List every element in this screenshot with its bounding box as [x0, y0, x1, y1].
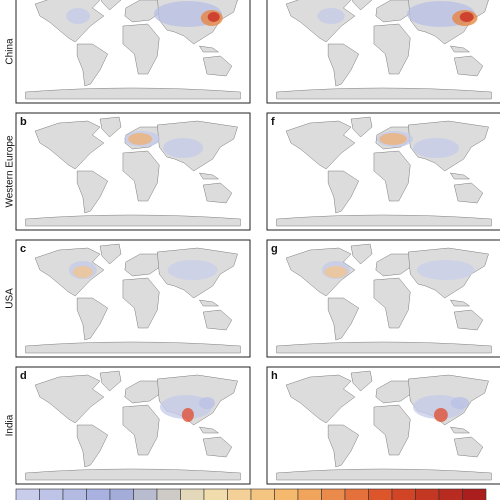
- panel-letter: c: [20, 243, 26, 255]
- panel-border: [266, 0, 500, 104]
- panel-border: [266, 239, 500, 358]
- panel-letter: b: [20, 116, 27, 128]
- panel-letter: d: [20, 370, 27, 382]
- map-panel: g: [266, 239, 500, 358]
- map-panel: f: [266, 112, 500, 231]
- panel-letter: f: [271, 116, 275, 128]
- row-label: India: [5, 414, 16, 436]
- panel-border: [266, 366, 500, 485]
- panel-border: [15, 239, 251, 358]
- map-panel: [15, 0, 251, 104]
- panel-border: [15, 366, 251, 485]
- row-label: USA: [5, 288, 16, 309]
- map-panel: [266, 0, 500, 104]
- map-panel: b: [15, 112, 251, 231]
- row-label: China: [5, 38, 16, 65]
- colorbar: [15, 488, 487, 500]
- map-panel: h: [266, 366, 500, 485]
- panel-letter: h: [271, 370, 278, 382]
- panel-border: [266, 112, 500, 231]
- row-label: Western Europe: [5, 135, 16, 208]
- panel-border: [15, 112, 251, 231]
- map-panel: d: [15, 366, 251, 485]
- map-panel: c: [15, 239, 251, 358]
- panel-letter: g: [271, 243, 278, 255]
- panel-border: [15, 0, 251, 104]
